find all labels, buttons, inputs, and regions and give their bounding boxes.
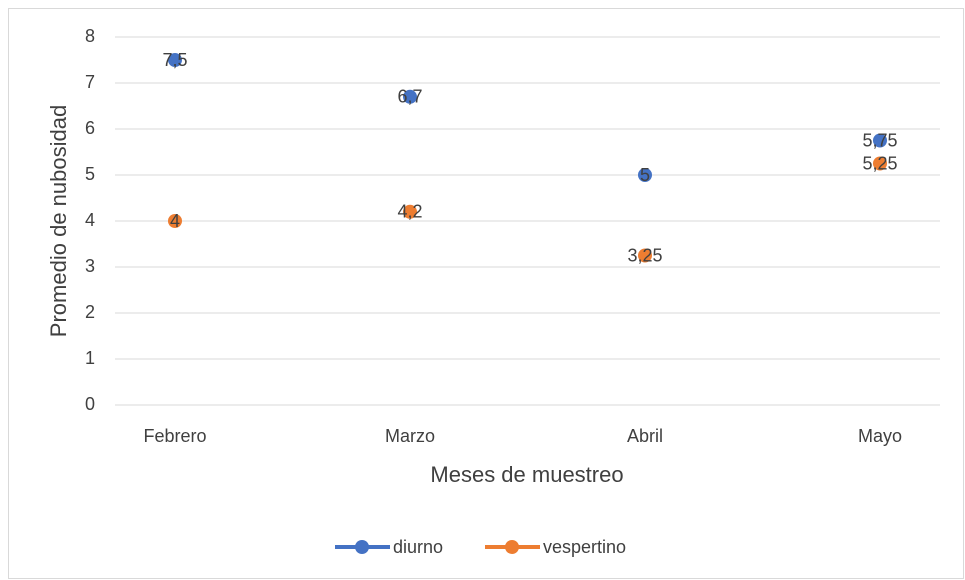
legend-label: vespertino [543, 537, 626, 557]
marker [873, 156, 887, 171]
data-label: 5,25 [862, 153, 897, 173]
y-tick-label: 7 [85, 72, 95, 92]
data-label: 5,75 [862, 130, 897, 150]
y-tick-label: 0 [85, 394, 95, 414]
y-tick-label: 2 [85, 302, 95, 322]
marker [638, 168, 652, 182]
x-axis-title: Meses de muestreo [430, 462, 623, 487]
marker [403, 204, 417, 219]
data-label: 3,25 [627, 245, 662, 265]
y-tick-label: 5 [85, 164, 95, 184]
legend-marker [505, 540, 519, 554]
chart-border [8, 8, 964, 579]
data-label: 4,2 [397, 202, 422, 222]
data-label: 7,5 [162, 50, 187, 70]
data-label: 6,7 [397, 87, 422, 107]
legend-marker [355, 540, 369, 554]
y-tick-label: 4 [85, 210, 95, 230]
y-tick-label: 1 [85, 348, 95, 368]
marker [168, 53, 182, 67]
y-tick-label: 8 [85, 26, 95, 46]
marker [873, 133, 887, 148]
marker [403, 89, 417, 104]
y-tick-label: 3 [85, 256, 95, 276]
data-label: 5 [640, 165, 650, 185]
y-axis-title: Promedio de nubosidad [46, 105, 71, 337]
marker [638, 248, 652, 263]
data-label: 4 [170, 211, 180, 231]
legend-label: diurno [393, 537, 443, 557]
x-tick-label: Abril [627, 426, 663, 446]
x-tick-label: Marzo [385, 426, 435, 446]
marker [168, 214, 182, 228]
x-tick-label: Mayo [858, 426, 902, 446]
y-tick-label: 6 [85, 118, 95, 138]
x-tick-label: Febrero [143, 426, 206, 446]
